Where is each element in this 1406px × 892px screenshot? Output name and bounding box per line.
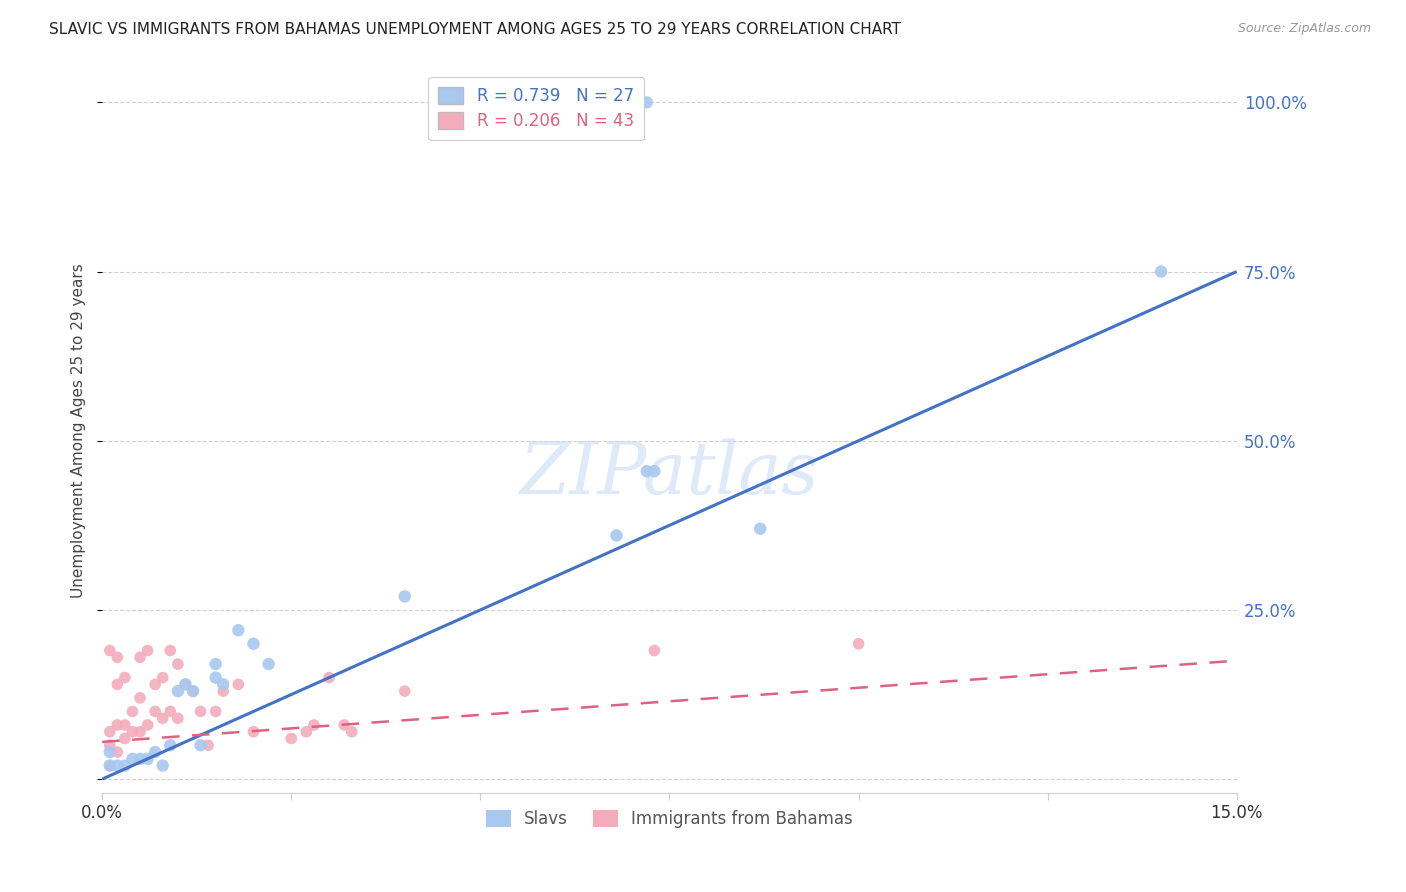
Point	[174, 677, 197, 691]
Point	[114, 758, 136, 772]
Legend: Slavs, Immigrants from Bahamas: Slavs, Immigrants from Bahamas	[479, 804, 859, 835]
Text: ZIPatlas: ZIPatlas	[520, 439, 820, 509]
Point	[105, 677, 128, 691]
Point	[181, 684, 204, 698]
Point	[152, 711, 174, 725]
Point	[129, 650, 152, 665]
Point	[302, 718, 325, 732]
Point	[114, 731, 136, 746]
Y-axis label: Unemployment Among Ages 25 to 29 years: Unemployment Among Ages 25 to 29 years	[72, 263, 86, 598]
Point	[105, 745, 128, 759]
Point	[136, 643, 159, 657]
Point	[114, 718, 136, 732]
Point	[143, 677, 166, 691]
Point	[204, 671, 226, 685]
Point	[129, 724, 152, 739]
Point	[643, 464, 665, 478]
Point	[98, 745, 121, 759]
Point	[636, 95, 658, 110]
Point	[333, 718, 356, 732]
Point	[136, 718, 159, 732]
Point	[159, 705, 181, 719]
Point	[605, 528, 627, 542]
Point	[257, 657, 280, 671]
Point	[643, 643, 665, 657]
Point	[152, 758, 174, 772]
Point	[98, 643, 121, 657]
Point	[1150, 264, 1173, 278]
Point	[394, 684, 416, 698]
Point	[204, 705, 226, 719]
Point	[318, 671, 340, 685]
Point	[636, 464, 658, 478]
Point	[105, 718, 128, 732]
Point	[166, 711, 188, 725]
Point	[394, 590, 416, 604]
Point	[166, 684, 188, 698]
Point	[197, 739, 219, 753]
Point	[121, 705, 143, 719]
Point	[190, 739, 212, 753]
Point	[204, 657, 226, 671]
Point	[152, 671, 174, 685]
Point	[98, 724, 121, 739]
Point	[143, 705, 166, 719]
Point	[295, 724, 318, 739]
Point	[98, 739, 121, 753]
Point	[143, 745, 166, 759]
Point	[105, 758, 128, 772]
Point	[242, 637, 264, 651]
Point	[190, 705, 212, 719]
Point	[174, 677, 197, 691]
Point	[848, 637, 870, 651]
Point	[159, 739, 181, 753]
Point	[129, 752, 152, 766]
Point	[242, 724, 264, 739]
Point	[98, 758, 121, 772]
Point	[181, 684, 204, 698]
Point	[121, 724, 143, 739]
Point	[136, 752, 159, 766]
Point	[98, 758, 121, 772]
Point	[228, 624, 250, 638]
Point	[212, 677, 235, 691]
Point	[749, 522, 772, 536]
Point	[129, 690, 152, 705]
Point	[166, 657, 188, 671]
Point	[212, 684, 235, 698]
Point	[228, 677, 250, 691]
Text: SLAVIC VS IMMIGRANTS FROM BAHAMAS UNEMPLOYMENT AMONG AGES 25 TO 29 YEARS CORRELA: SLAVIC VS IMMIGRANTS FROM BAHAMAS UNEMPL…	[49, 22, 901, 37]
Point	[159, 643, 181, 657]
Point	[280, 731, 302, 746]
Text: Source: ZipAtlas.com: Source: ZipAtlas.com	[1237, 22, 1371, 36]
Point	[121, 752, 143, 766]
Point	[105, 650, 128, 665]
Point	[340, 724, 363, 739]
Point	[114, 671, 136, 685]
